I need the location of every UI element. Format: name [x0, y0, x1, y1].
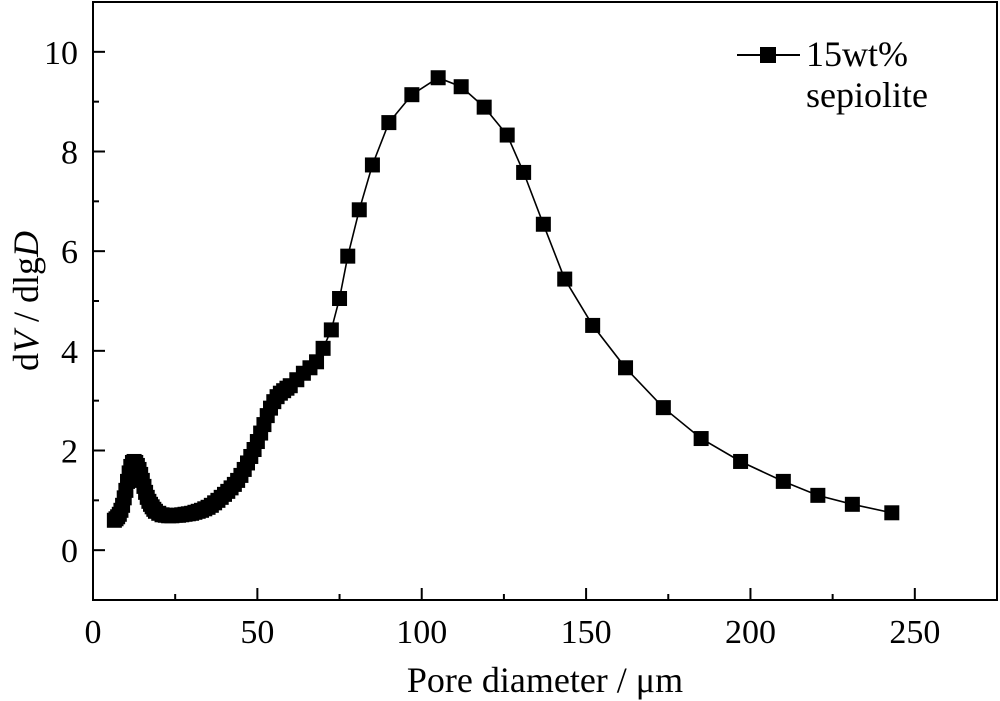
legend-marker-icon — [760, 47, 776, 63]
data-point — [476, 99, 492, 115]
series-line — [113, 76, 892, 521]
data-point — [775, 473, 791, 489]
data-point — [381, 115, 397, 131]
data-point — [618, 360, 634, 376]
tick-labels: 0 50 100 150 200 250 0 2 4 6 8 10 — [44, 35, 940, 651]
x-tick-label: 50 — [240, 614, 274, 651]
x-tick-label: 150 — [561, 614, 612, 651]
data-point — [340, 248, 356, 264]
legend-label-line1: 15wt% — [806, 34, 908, 74]
data-point — [844, 496, 860, 512]
data-point — [585, 317, 601, 333]
axis-ticks — [92, 1, 916, 601]
x-tick-label: 100 — [396, 614, 447, 651]
data-point — [499, 127, 515, 143]
data-point — [516, 164, 532, 180]
data-point — [655, 400, 671, 416]
data-point — [351, 202, 367, 218]
x-tick-label: 200 — [725, 614, 776, 651]
data-point — [535, 216, 551, 232]
data-point — [404, 87, 420, 103]
data-point — [557, 271, 573, 287]
data-point — [884, 505, 900, 521]
legend: 15wt% sepiolite — [737, 34, 928, 115]
data-point — [323, 322, 339, 338]
y-tick-label: 8 — [61, 135, 78, 172]
y-axis-title: dV / dlgD — [6, 231, 46, 371]
data-point — [693, 431, 709, 447]
y-tick-label: 10 — [44, 35, 78, 72]
y-tick-label: 0 — [61, 533, 78, 570]
data-point — [733, 453, 749, 469]
data-point — [430, 70, 446, 86]
y-tick-label: 4 — [61, 334, 78, 371]
y-tick-label: 2 — [61, 434, 78, 471]
y-tick-label: 6 — [61, 234, 78, 271]
data-point — [309, 354, 325, 370]
data-point — [453, 79, 469, 95]
legend-label-line2: sepiolite — [806, 75, 928, 115]
data-point — [315, 340, 331, 356]
data-point — [332, 291, 348, 307]
x-tick-label: 250 — [889, 614, 940, 651]
x-axis-title: Pore diameter / μm — [407, 660, 683, 700]
data-point — [810, 487, 826, 503]
series-markers — [106, 70, 900, 528]
data-point — [364, 157, 380, 173]
x-tick-label: 0 — [85, 614, 102, 651]
